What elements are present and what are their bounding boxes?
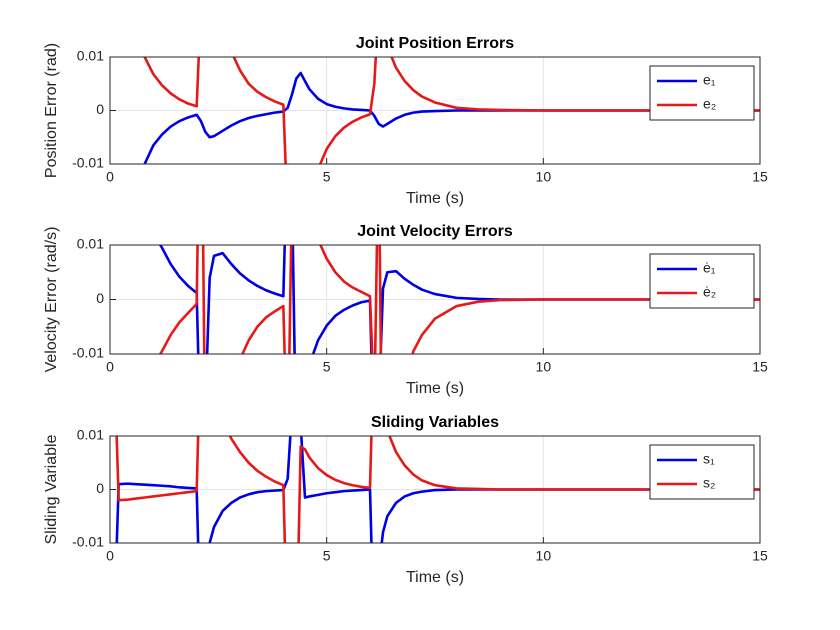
x-tick-label: 10 xyxy=(536,359,552,375)
x-tick-label: 15 xyxy=(752,169,768,185)
x-tick-label: 5 xyxy=(323,548,331,564)
y-tick-label: 0.01 xyxy=(77,427,104,443)
y-tick-label: 0.01 xyxy=(77,236,104,252)
series-line xyxy=(143,57,760,164)
x-tick-label: 15 xyxy=(752,548,768,564)
y-tick-label: 0.01 xyxy=(77,48,104,64)
y-tick-label: 0 xyxy=(96,290,104,306)
legend-label: e₁ xyxy=(703,72,716,88)
axes-box xyxy=(109,56,761,165)
x-axis-label: Time (s) xyxy=(406,190,464,207)
y-tick-label: 0 xyxy=(96,101,104,117)
series-line xyxy=(115,436,760,543)
legend-label: s₁ xyxy=(703,451,715,467)
legend-label: e₂ xyxy=(703,96,716,112)
y-tick-label: -0.01 xyxy=(72,345,104,361)
y-tick-label: 0 xyxy=(96,480,104,496)
y-tick-label: -0.01 xyxy=(72,155,104,171)
x-tick-label: 10 xyxy=(536,548,552,564)
y-axis-label: Sliding Variable xyxy=(43,434,60,544)
chart-title: Joint Position Errors xyxy=(356,35,514,52)
x-tick-label: 15 xyxy=(752,359,768,375)
y-axis-label: Position Error (rad) xyxy=(43,43,60,178)
chart-title: Sliding Variables xyxy=(371,414,499,431)
series-line xyxy=(158,245,760,354)
x-tick-label: 0 xyxy=(106,169,114,185)
y-axis-label: Velocity Error (rad/s) xyxy=(43,227,60,373)
series-line xyxy=(143,71,760,164)
series-line xyxy=(115,436,760,543)
legend-label: s₂ xyxy=(703,475,715,491)
chart-title: Joint Velocity Errors xyxy=(357,223,513,240)
axes-box xyxy=(109,244,761,355)
plot-lines xyxy=(158,245,760,354)
x-tick-label: 5 xyxy=(323,359,331,375)
legend-label: ė₂ xyxy=(703,284,716,300)
y-tick-label: -0.01 xyxy=(72,534,104,550)
series-line xyxy=(158,245,760,354)
legend-box xyxy=(649,253,755,309)
x-tick-label: 5 xyxy=(323,169,331,185)
x-tick-label: 0 xyxy=(106,359,114,375)
x-axis-label: Time (s) xyxy=(406,569,464,586)
x-tick-label: 0 xyxy=(106,548,114,564)
legend-box xyxy=(649,65,755,121)
axes-box xyxy=(109,435,761,544)
x-tick-label: 10 xyxy=(536,169,552,185)
x-axis-label: Time (s) xyxy=(406,380,464,397)
plot-lines xyxy=(143,57,760,164)
legend-box xyxy=(649,444,755,500)
plot-lines xyxy=(115,436,760,543)
legend-label: ė₁ xyxy=(703,260,716,276)
